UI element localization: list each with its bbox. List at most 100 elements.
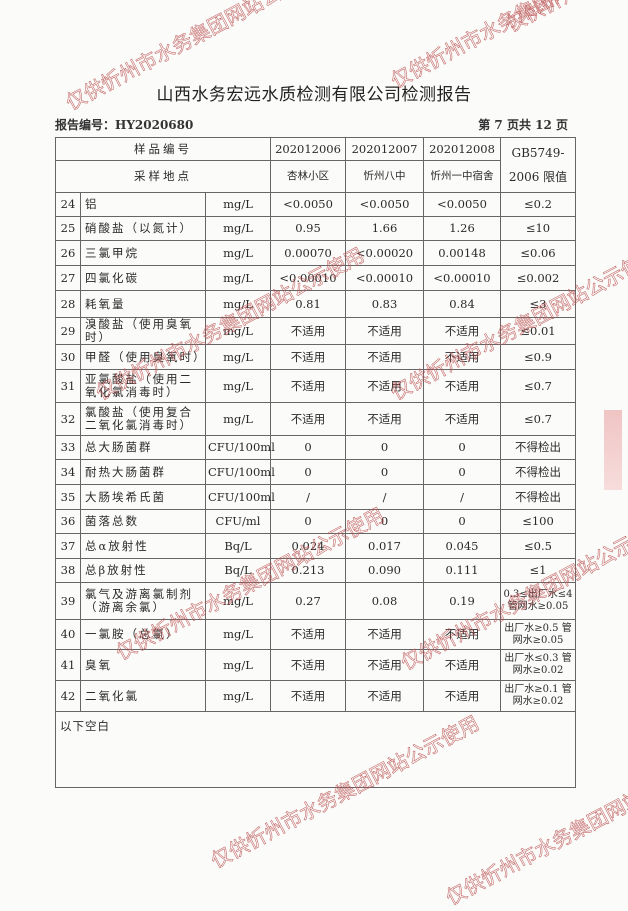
value: 不适用 — [345, 649, 424, 681]
table-row: 42 二氧化氯 mg/L 不适用 不适用 不适用 出厂水≥0.1 管网水≥0.02 — [55, 680, 576, 712]
item-name: 四氯化碳 — [80, 265, 206, 291]
table-row: 33 总大肠菌群 CFU/100ml 0 0 0 不得检出 — [55, 435, 576, 460]
limit: 不得检出 — [500, 484, 576, 510]
value: 不适用 — [423, 680, 501, 712]
value: 0.27 — [270, 582, 346, 620]
value: / — [345, 484, 424, 510]
item-name: 耗氧量 — [80, 290, 206, 318]
value: 不适用 — [345, 619, 424, 650]
value: 0.090 — [345, 558, 424, 583]
value: 不适用 — [345, 402, 424, 436]
item-name: 三氯甲烷 — [80, 240, 206, 266]
limit: ≤0.7 — [500, 369, 576, 403]
row-number: 28 — [55, 290, 81, 318]
value: 不适用 — [270, 317, 346, 345]
page-info: 第 7 页共 12 页 — [478, 118, 568, 132]
limit: 0.3≤出厂水≤4 管网水≥0.05 — [500, 582, 576, 620]
limit: ≤0.002 — [500, 265, 576, 291]
value: 0 — [345, 459, 424, 485]
table-row: 41 臭氧 mg/L 不适用 不适用 不适用 出厂水≤0.3 管网水≥0.02 — [55, 649, 576, 681]
value: 不适用 — [345, 369, 424, 403]
sample-no-label: 样品编号 — [55, 137, 271, 161]
value: 0.017 — [345, 533, 424, 559]
seal-stamp-fragment — [604, 410, 622, 490]
table-row: 34 耐热大肠菌群 CFU/100ml 0 0 0 不得检出 — [55, 459, 576, 485]
row-number: 42 — [55, 680, 81, 712]
unit: mg/L — [205, 619, 271, 650]
item-name: 氯气及游离氯制剂（游离余氯） — [80, 582, 206, 620]
unit: mg/L — [205, 344, 271, 370]
sample-no: 202012007 — [345, 137, 424, 161]
value: 不适用 — [345, 344, 424, 370]
unit: mg/L — [205, 216, 271, 241]
table-row: 31 亚氯酸盐（使用二氧化氯消毒时） mg/L 不适用 不适用 不适用 ≤0.7 — [55, 369, 576, 403]
limit: ≤0.06 — [500, 240, 576, 266]
value: 不适用 — [270, 619, 346, 650]
value: 不适用 — [270, 369, 346, 403]
item-name: 亚氯酸盐（使用二氧化氯消毒时） — [80, 369, 206, 403]
table-row: 37 总α放射性 Bq/L 0.024 0.017 0.045 ≤0.5 — [55, 533, 576, 559]
value: <0.0050 — [423, 192, 501, 217]
table-row: 24 铝 mg/L <0.0050 <0.0050 <0.0050 ≤0.2 — [55, 192, 576, 217]
item-name: 总α放射性 — [80, 533, 206, 559]
item-name: 硝酸盐（以氮计） — [80, 216, 206, 241]
value: 0.81 — [270, 290, 346, 318]
limit: 出厂水≥0.5 管网水≥0.05 — [500, 619, 576, 650]
value: 不适用 — [423, 369, 501, 403]
value: 不适用 — [270, 402, 346, 436]
value: / — [423, 484, 501, 510]
value: 0.00148 — [423, 240, 501, 266]
watermark: 仅供忻州市水务集团网站公示使用 — [500, 0, 628, 38]
unit: Bq/L — [205, 558, 271, 583]
sample-site: 忻州八中 — [345, 160, 424, 193]
header-row-sample-no: 样品编号 202012006 202012007 202012008 GB574… — [55, 137, 576, 193]
value: <0.00010 — [345, 265, 424, 291]
value: 0 — [270, 435, 346, 460]
table-row: 28 耗氧量 mg/L 0.81 0.83 0.84 ≤3 — [55, 290, 576, 318]
row-number: 31 — [55, 369, 81, 403]
item-name: 铝 — [80, 192, 206, 217]
unit: mg/L — [205, 582, 271, 620]
row-number: 38 — [55, 558, 81, 583]
limit: ≤3 — [500, 290, 576, 318]
table-row: 40 一氯胺（总氯） mg/L 不适用 不适用 不适用 出厂水≥0.5 管网水≥0.05 — [55, 619, 576, 650]
value: <0.0050 — [270, 192, 346, 217]
unit: Bq/L — [205, 533, 271, 559]
limit: 出厂水≤0.3 管网水≥0.02 — [500, 649, 576, 681]
value: 0.84 — [423, 290, 501, 318]
value: 0 — [423, 459, 501, 485]
row-number: 35 — [55, 484, 81, 510]
value: 0.08 — [345, 582, 424, 620]
item-name: 大肠埃希氏菌 — [80, 484, 206, 510]
unit: mg/L — [205, 192, 271, 217]
unit: mg/L — [205, 680, 271, 712]
results-table: 样品编号 202012006 202012007 202012008 GB574… — [55, 137, 576, 788]
value: 1.26 — [423, 216, 501, 241]
item-name: 总β放射性 — [80, 558, 206, 583]
row-number: 36 — [55, 509, 81, 534]
limit: ≤1 — [500, 558, 576, 583]
value: <0.0050 — [345, 192, 424, 217]
row-number: 30 — [55, 344, 81, 370]
row-number: 34 — [55, 459, 81, 485]
limit-header: GB5749-2006 限值 — [500, 137, 576, 193]
value: <0.00020 — [345, 240, 424, 266]
site-label: 采样地点 — [55, 160, 271, 193]
row-number: 24 — [55, 192, 81, 217]
unit: mg/L — [205, 649, 271, 681]
limit: ≤0.9 — [500, 344, 576, 370]
limit: 不得检出 — [500, 435, 576, 460]
limit: ≤0.7 — [500, 402, 576, 436]
value: <0.00010 — [423, 265, 501, 291]
row-number: 33 — [55, 435, 81, 460]
table-row: 27 四氯化碳 mg/L <0.00010 <0.00010 <0.00010 ≤0.002 — [55, 265, 576, 291]
value: 0 — [423, 509, 501, 534]
value: 0.95 — [270, 216, 346, 241]
table-row: 25 硝酸盐（以氮计） mg/L 0.95 1.66 1.26 ≤10 — [55, 216, 576, 241]
unit: mg/L — [205, 265, 271, 291]
sample-no: 202012006 — [270, 137, 346, 161]
row-number: 27 — [55, 265, 81, 291]
unit: mg/L — [205, 240, 271, 266]
value: 0 — [345, 509, 424, 534]
value: 0.024 — [270, 533, 346, 559]
